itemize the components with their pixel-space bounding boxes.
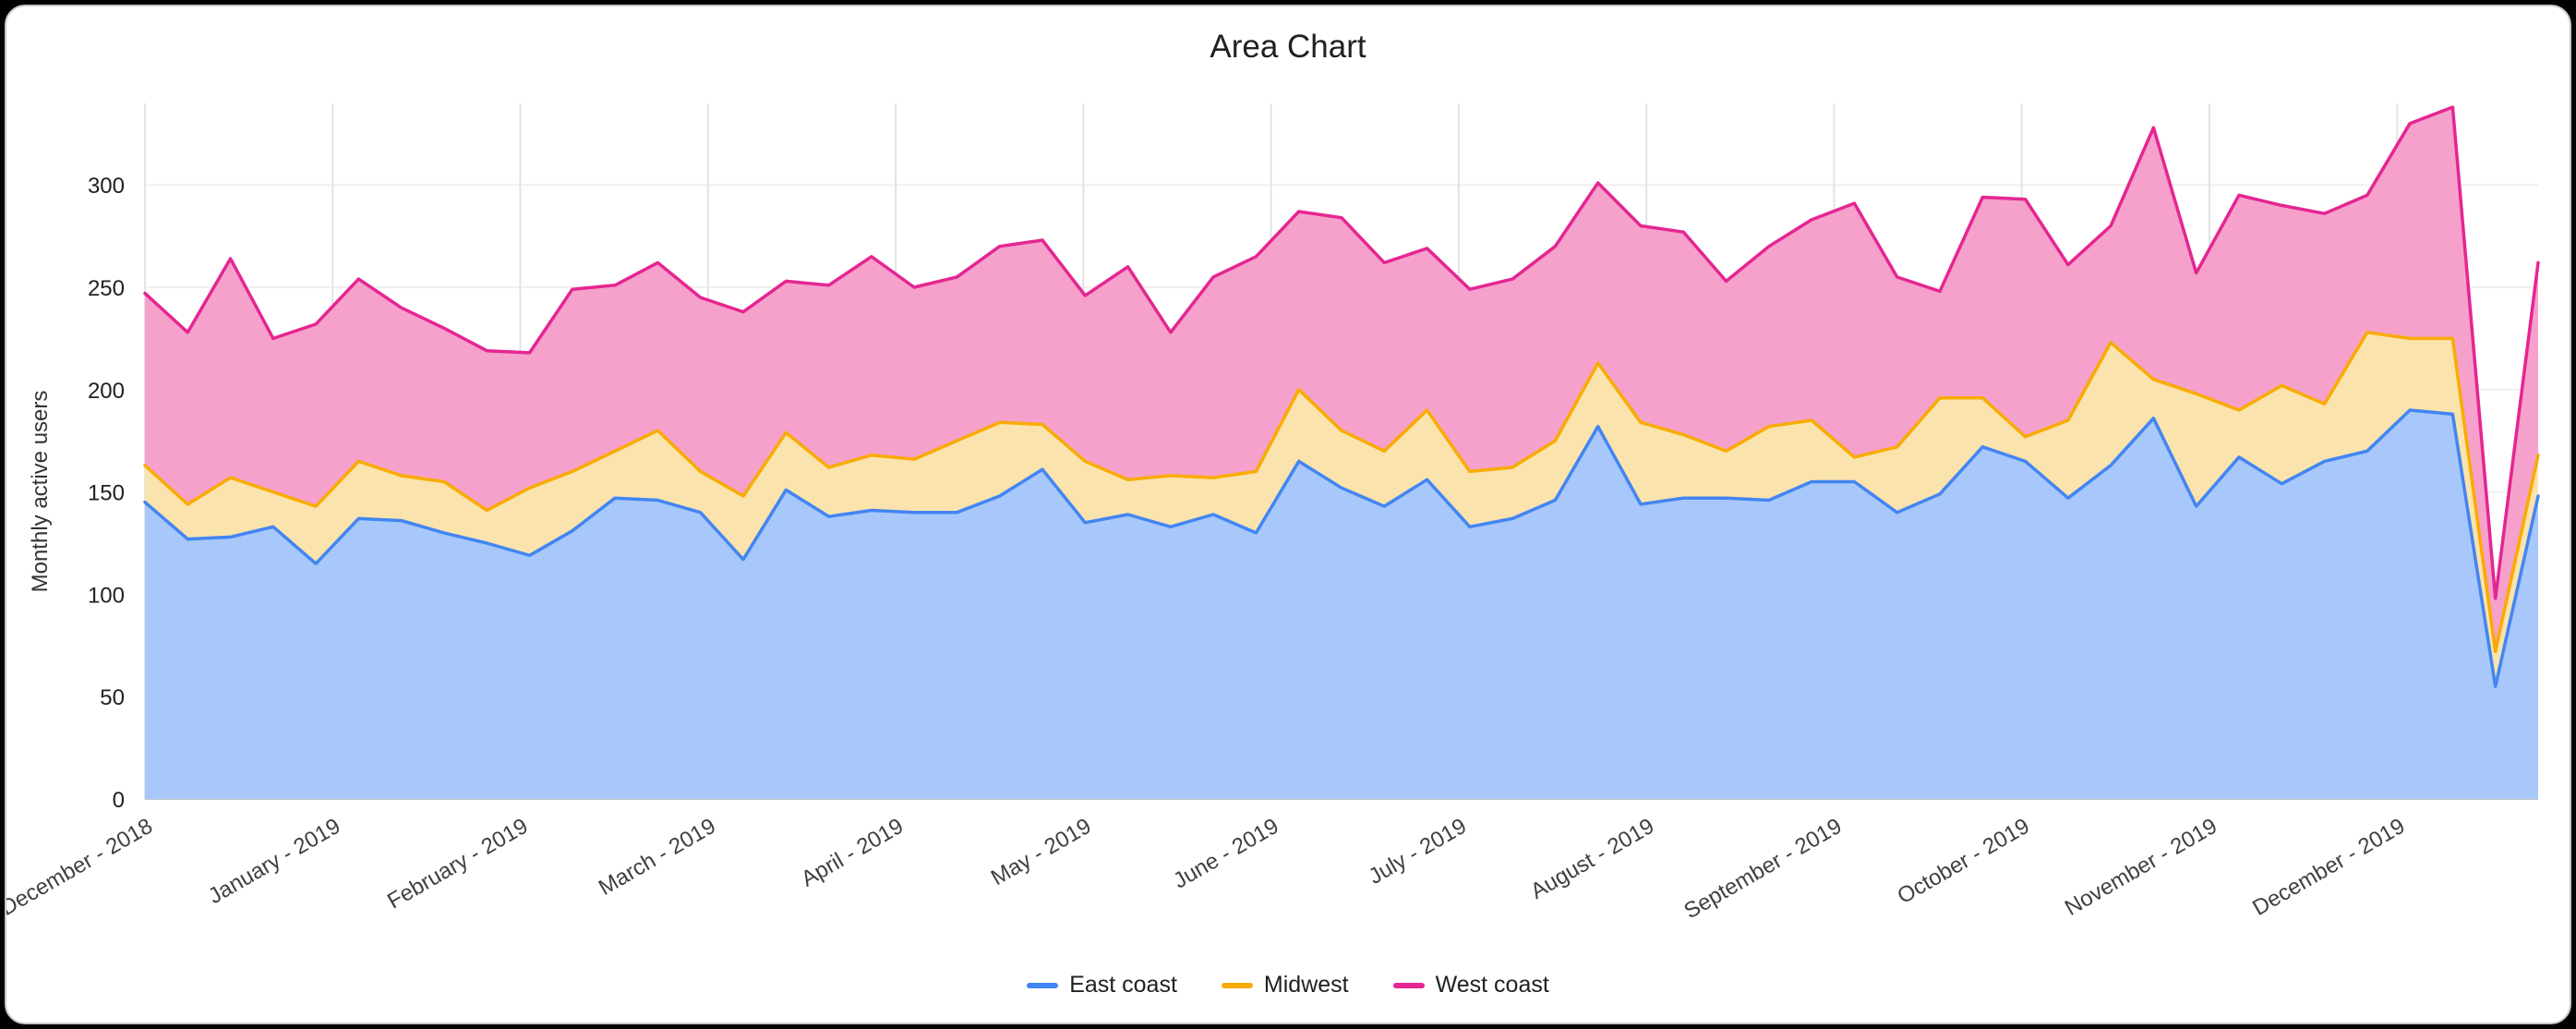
x-tick-label-12: December - 2019	[2248, 814, 2409, 921]
x-tick-label-10: October - 2019	[1894, 814, 2034, 909]
y-tick-label-50: 50	[100, 685, 125, 710]
legend-label-midwest: Midwest	[1263, 972, 1349, 998]
x-tick-label-3: March - 2019	[595, 814, 720, 901]
x-tick-label-4: April - 2019	[797, 814, 908, 892]
legend-item-midwest: Midwest	[1221, 972, 1349, 999]
x-tick-label-9: September - 2019	[1680, 814, 1847, 924]
area-west-coast[interactable]	[145, 107, 2538, 652]
x-tick-label-1: January - 2019	[204, 814, 344, 909]
y-axis-title: Monthly active users	[28, 391, 53, 593]
y-tick-label-100: 100	[88, 583, 125, 608]
x-tick-label-7: July - 2019	[1365, 814, 1471, 890]
x-tick-label-11: November - 2019	[2061, 814, 2221, 921]
y-tick-label-200: 200	[88, 379, 125, 404]
y-tick-label-250: 250	[88, 276, 125, 301]
legend-label-east-coast: East coast	[1069, 972, 1177, 998]
x-tick-label-6: June - 2019	[1169, 814, 1282, 894]
legend-marker-west-coast	[1392, 982, 1425, 988]
chart-canvas[interactable]: 0 50 100 150 200 250 300 December - 2018 January…	[6, 6, 2571, 943]
legend-marker-midwest	[1221, 982, 1253, 988]
chart-legend: East coast Midwest West coast	[6, 972, 2570, 999]
y-tick-label-0: 0	[113, 788, 125, 813]
area-midwest[interactable]	[145, 332, 2538, 687]
line-midwest[interactable]	[143, 331, 2540, 654]
x-tick-label-2: February - 2019	[383, 814, 532, 914]
line-east-coast[interactable]	[143, 408, 2540, 688]
legend-item-west-coast: West coast	[1392, 972, 1549, 999]
y-tick-label-150: 150	[88, 481, 125, 506]
area-east-coast[interactable]	[145, 410, 2538, 799]
legend-label-west-coast: West coast	[1435, 972, 1549, 998]
x-tick-label-5: May - 2019	[987, 814, 1095, 890]
y-tick-label-300: 300	[88, 174, 125, 199]
legend-marker-east-coast	[1027, 982, 1059, 988]
legend-item-east-coast: East coast	[1027, 972, 1177, 999]
x-tick-label-8: August - 2019	[1526, 814, 1658, 904]
x-tick-label-0: December - 2018	[6, 814, 157, 921]
line-west-coast[interactable]	[143, 105, 2540, 600]
chart-title: Area Chart	[1210, 29, 1366, 65]
area-layer	[143, 105, 2540, 799]
chart-card: Area Chart 0 50 100 150 200 250 300 December - …	[5, 5, 2571, 1024]
